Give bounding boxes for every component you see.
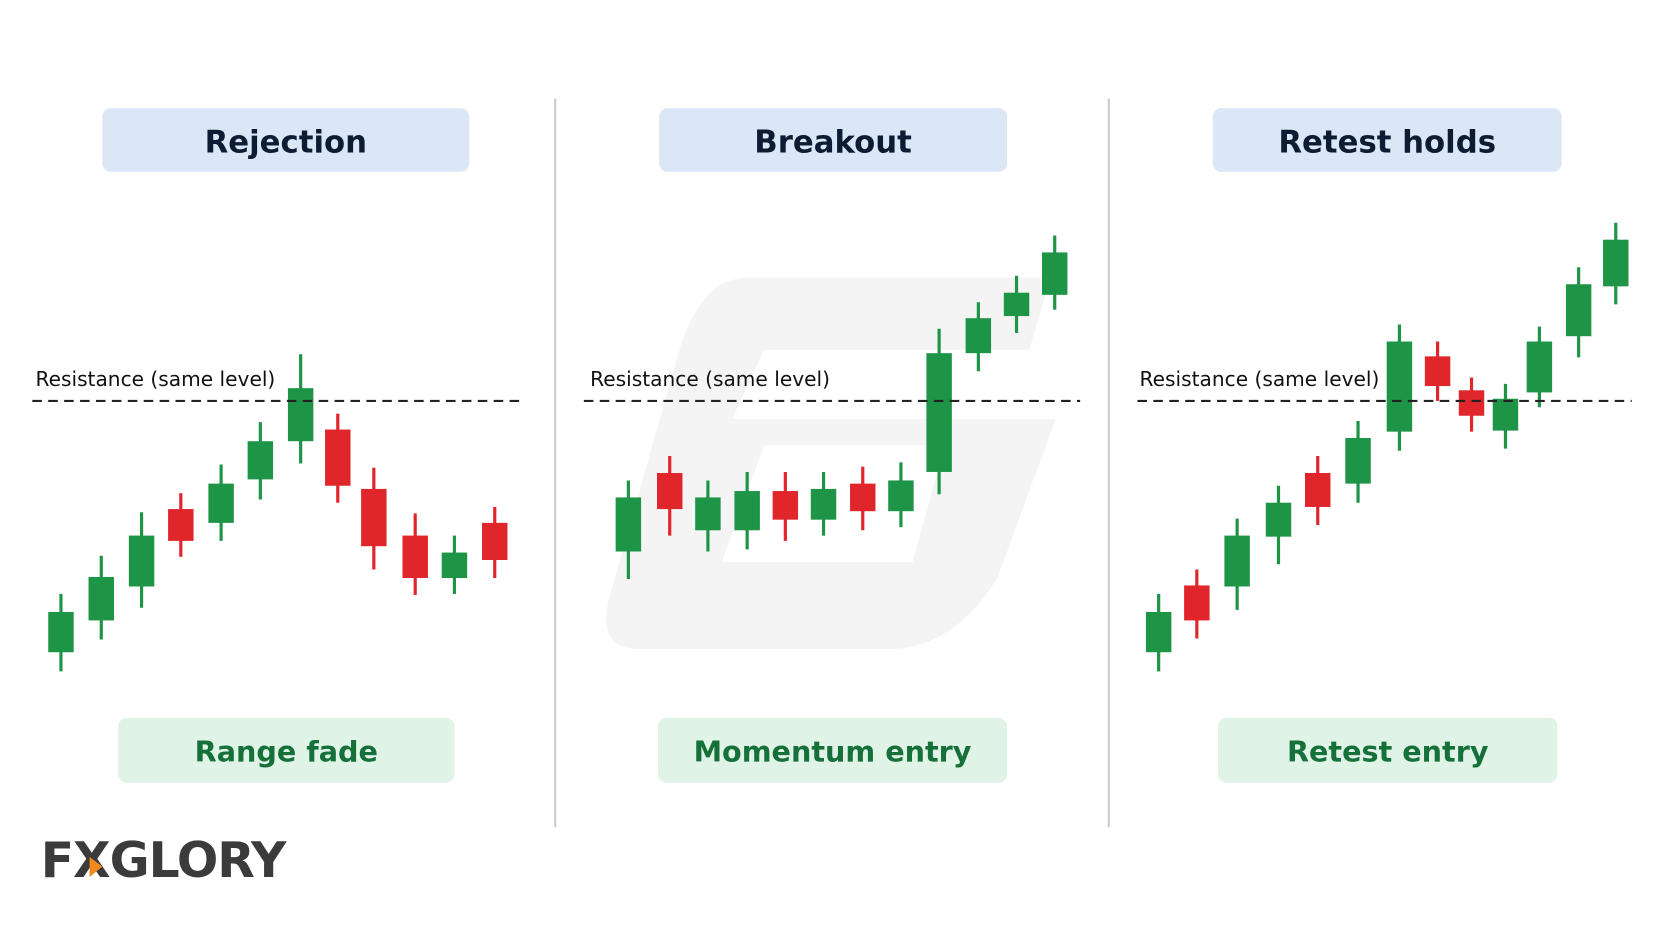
title-box [659, 108, 1007, 172]
candle-body [1265, 502, 1292, 537]
title-box [102, 108, 470, 172]
candle-body [1492, 398, 1519, 431]
candle-body [926, 353, 952, 472]
candle-body [657, 473, 683, 510]
logo-accent [89, 856, 103, 878]
candle-body [402, 535, 428, 579]
resistance-label: Resistance (same level) [1140, 367, 1380, 391]
panel-title: Rejection [205, 125, 367, 161]
footer-box [658, 718, 1007, 783]
candle-body [1184, 585, 1210, 621]
candle-body [772, 491, 799, 520]
candle-body [441, 552, 468, 579]
candle-body [482, 522, 508, 560]
resistance-label: Resistance (same level) [36, 367, 276, 391]
logo: FXGLORY [41, 832, 287, 889]
candle-body [247, 441, 274, 480]
candle-body [1424, 356, 1451, 387]
candle-body [615, 497, 642, 552]
candle-body [168, 509, 194, 541]
candle-body [1145, 611, 1172, 653]
resistance-label: Resistance (same level) [590, 367, 830, 391]
candle-body [1041, 252, 1068, 295]
candle-body [888, 480, 914, 512]
candle-body [208, 483, 234, 523]
panel-footer: Retest entry [1287, 734, 1489, 768]
watermark [606, 277, 1056, 650]
candle-body [1565, 284, 1592, 337]
candle-body [1526, 341, 1553, 393]
candle-body [128, 535, 155, 587]
candle-body [1386, 341, 1413, 432]
candle-body [1305, 473, 1331, 507]
candle-body [1458, 390, 1485, 416]
panel-footer: Range fade [195, 734, 378, 768]
candle-body [287, 388, 314, 442]
candle-body [810, 488, 837, 520]
candle-body [850, 483, 876, 512]
candle-body [325, 429, 351, 486]
candle-body [1345, 438, 1371, 484]
panel-title: Breakout [754, 125, 912, 161]
candles [48, 222, 1629, 672]
candle-body [48, 611, 74, 653]
candle-body [965, 318, 992, 354]
candle-body [734, 491, 760, 531]
candle-body [88, 576, 114, 621]
title-box [1212, 108, 1562, 172]
candle-body [695, 497, 721, 531]
candle-body [1224, 535, 1250, 587]
footer-box [1218, 718, 1558, 783]
panel-title: Retest holds [1278, 125, 1496, 161]
candle-body [1003, 292, 1030, 317]
candle-body [1603, 239, 1629, 287]
footer-box [118, 718, 455, 783]
candle-body [361, 488, 387, 547]
panel-footer: Momentum entry [694, 734, 972, 768]
